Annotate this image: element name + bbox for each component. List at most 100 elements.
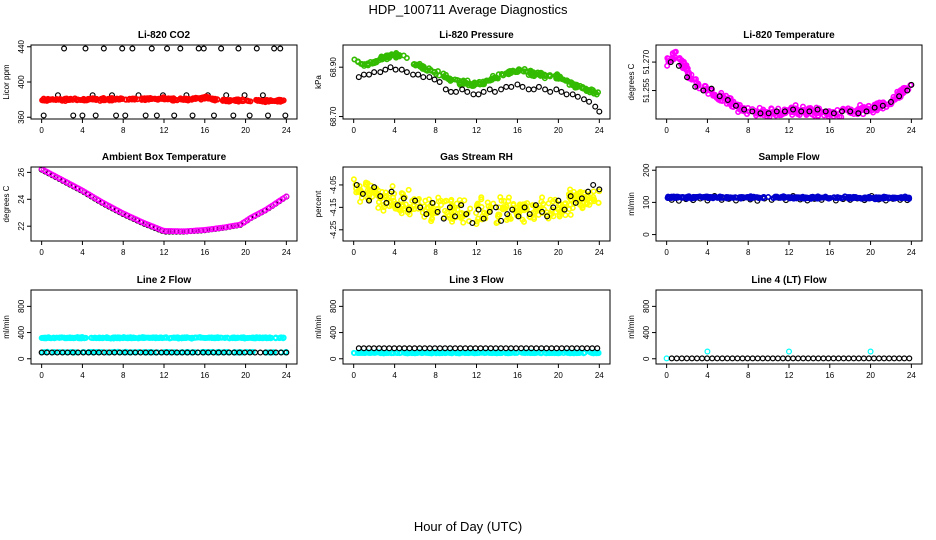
data-point [532,202,539,209]
data-point [555,350,562,357]
data-point [904,87,911,94]
data-point [235,45,242,52]
data-point [815,112,822,119]
data-point [426,345,433,352]
data-point [40,95,47,102]
data-point [546,72,553,79]
data-point [558,88,565,95]
data-point [234,98,241,105]
x-tick-label: 12 [472,126,481,135]
data-point [530,86,537,93]
panel-title: Line 3 Flow [449,275,504,286]
data-point [233,349,240,356]
data-point [899,195,906,202]
x-tick-label: 8 [121,371,126,380]
data-point [398,210,405,217]
data-point [590,90,597,97]
plot-frame [655,289,923,365]
data-point [179,335,186,342]
data-point [67,335,74,342]
data-point [553,75,560,82]
series-yellow [350,176,603,228]
data-point [214,334,221,341]
x-tick-label: 20 [866,126,875,135]
data-point [170,228,177,235]
data-point [572,199,579,206]
y-tick-label: 360 [17,110,26,124]
data-point [515,213,522,220]
data-point [387,64,394,71]
data-point [188,227,195,234]
data-point [847,108,854,115]
data-point [736,102,743,109]
data-point [246,334,253,341]
x-tick-label: 4 [392,371,397,380]
series-black [40,45,289,119]
data-point [838,114,845,119]
data-point [383,199,390,206]
data-point [355,74,362,81]
data-point [889,195,896,202]
data-point [351,56,358,63]
data-point [504,211,511,218]
data-point [779,193,786,200]
data-point [127,334,134,341]
data-point [185,95,192,102]
y-axis-label: kPa [314,75,323,89]
data-point [58,334,65,341]
data-point [676,54,683,61]
data-point [876,99,883,106]
data-point [525,86,532,93]
data-point [535,83,542,90]
x-tick-label: 16 [513,371,522,380]
data-point [535,211,542,218]
data-point [592,103,599,110]
y-tick-label: 200 [642,163,651,177]
y-tick-label: 26 [17,167,26,176]
data-point [457,214,464,221]
data-point [702,193,709,200]
data-point [447,215,454,222]
data-point [792,102,799,109]
data-point [403,69,410,76]
panel-9: Line 4 (LT) Flow 0 4 8 12 16 20 24 0 400 800 ml/min [627,275,923,380]
data-point [694,355,701,362]
series-black [38,167,290,235]
data-point [164,96,171,103]
points-layer [663,348,913,362]
data-point [789,111,796,118]
data-point [410,71,417,78]
x-tick-label: 24 [282,371,291,380]
y-axis-label: degrees C [627,63,636,100]
data-point [874,194,881,201]
data-point [700,87,707,94]
x-tick-label: 20 [241,371,250,380]
data-point [186,227,193,234]
data-point [99,335,106,342]
data-point [569,204,576,211]
panel-3: Li-820 Temperature 0 4 8 12 16 20 24 51.255 51.27… [627,30,923,135]
data-point [79,112,86,119]
x-tick-label: 4 [705,126,710,135]
data-point [863,108,870,115]
data-point [508,83,515,90]
data-point [122,112,129,119]
data-point [441,207,448,214]
data-point [113,112,120,119]
data-point [230,112,237,119]
data-point [709,355,716,362]
data-point [682,194,689,201]
data-point [795,355,802,362]
data-point [886,355,893,362]
x-tick-label: 8 [121,126,126,135]
data-point [234,334,241,341]
data-point [475,206,482,213]
data-point [542,86,549,93]
data-point [765,110,772,117]
data-point [439,350,446,357]
data-point [701,82,708,89]
data-point [830,113,837,119]
data-point [558,75,565,82]
data-point [573,83,580,90]
data-point [848,195,855,202]
